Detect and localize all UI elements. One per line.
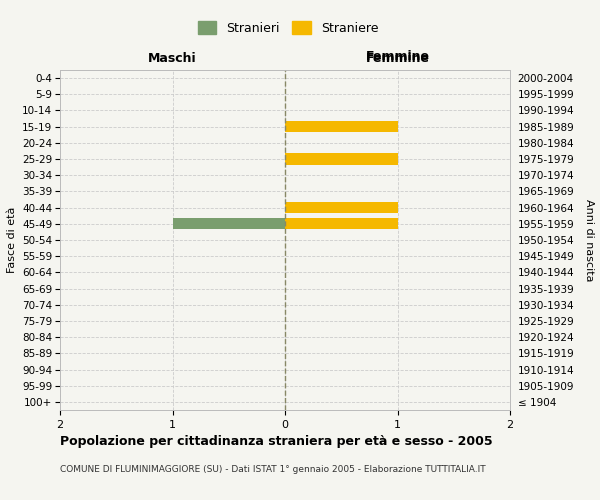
Bar bbox=[285, 154, 398, 164]
Bar bbox=[285, 202, 398, 213]
Text: Femmine: Femmine bbox=[365, 52, 430, 65]
Y-axis label: Fasce di età: Fasce di età bbox=[7, 207, 17, 273]
Bar bbox=[173, 218, 285, 230]
Legend: Stranieri, Straniere: Stranieri, Straniere bbox=[193, 16, 383, 40]
Text: Femmine: Femmine bbox=[365, 50, 430, 63]
Text: COMUNE DI FLUMINIMAGGIORE (SU) - Dati ISTAT 1° gennaio 2005 - Elaborazione TUTTI: COMUNE DI FLUMINIMAGGIORE (SU) - Dati IS… bbox=[60, 465, 485, 474]
Y-axis label: Anni di nascita: Anni di nascita bbox=[584, 198, 594, 281]
Text: Popolazione per cittadinanza straniera per età e sesso - 2005: Popolazione per cittadinanza straniera p… bbox=[60, 435, 493, 448]
Bar bbox=[285, 218, 398, 230]
Bar bbox=[285, 121, 398, 132]
Text: Maschi: Maschi bbox=[148, 52, 197, 65]
